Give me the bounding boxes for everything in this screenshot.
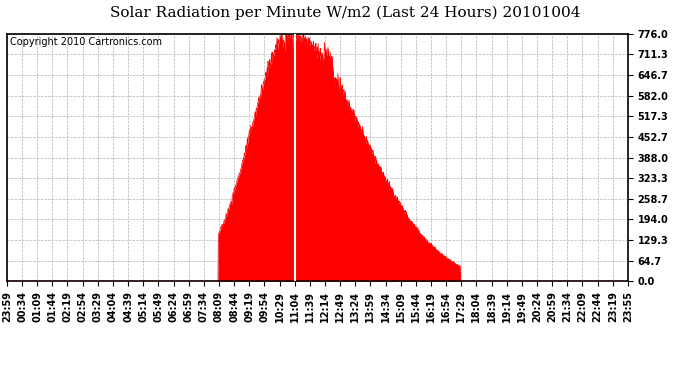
Text: Solar Radiation per Minute W/m2 (Last 24 Hours) 20101004: Solar Radiation per Minute W/m2 (Last 24…: [110, 6, 580, 20]
Text: Copyright 2010 Cartronics.com: Copyright 2010 Cartronics.com: [10, 38, 162, 48]
